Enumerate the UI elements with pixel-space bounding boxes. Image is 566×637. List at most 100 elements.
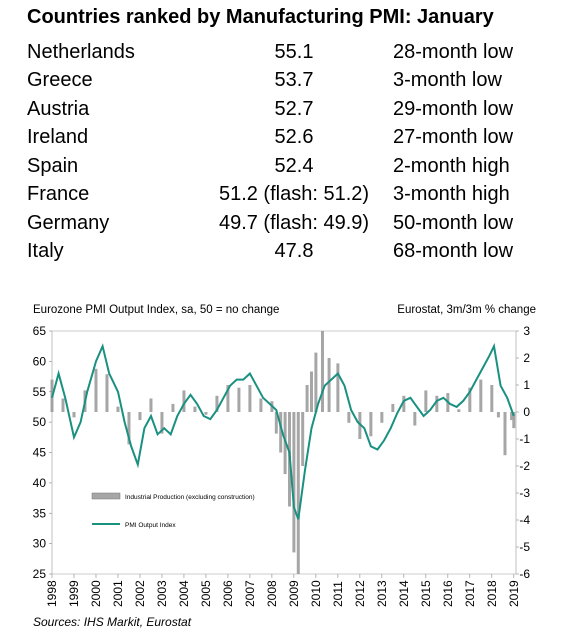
right-tick-label: 3 (523, 324, 530, 338)
x-axis-ticks: 1998 1999 2000 2001 2002 2003 2004 2005 2006 2007… (45, 574, 521, 607)
x-tick-label: 2004 (177, 580, 191, 607)
ip-bar (215, 395, 219, 412)
ip-bar (358, 412, 362, 439)
country-cell: Ireland (27, 126, 89, 149)
note-cell: 28-month low (393, 40, 514, 63)
left-axis-title: Eurozone PMI Output Index, sa, 50 = no c… (33, 304, 279, 316)
x-tick-label: 2007 (243, 580, 257, 607)
ip-bar (138, 412, 142, 421)
pmi-ranking-table: Netherlands 55.1 28-month low Greece 53.7 3-m… (27, 38, 513, 266)
ip-bar (347, 412, 351, 423)
ip-bar (296, 412, 300, 574)
x-tick-label: 2002 (133, 580, 147, 607)
country-cell: Netherlands (27, 40, 135, 63)
legend-label-line: PMI Output Index (125, 522, 176, 529)
x-tick-label: 2001 (111, 580, 125, 607)
pmi-value-cell: 52.7 (274, 97, 314, 120)
pmi-output-line (51, 342, 515, 520)
ip-bar (309, 371, 313, 412)
note-cell: 3-month high (393, 183, 510, 206)
ip-bar (413, 412, 417, 426)
country-cell: Germany (27, 211, 110, 234)
ip-bar (457, 409, 461, 412)
table-row: Greece 53.7 3-month low (27, 67, 513, 96)
ip-bar (160, 412, 164, 434)
left-tick-label: 35 (33, 506, 47, 520)
ip-bar (391, 403, 395, 412)
source-note: Sources: IHS Markit, Eurostat (33, 615, 192, 629)
left-tick-label: 50 (33, 415, 47, 429)
country-cell: Spain (27, 154, 79, 177)
ip-bar (171, 403, 175, 412)
left-tick-label: 45 (33, 446, 47, 460)
right-tick-label: -1 (519, 432, 530, 446)
table-row: Netherlands 55.1 28-month low (27, 38, 513, 67)
ip-bar (314, 352, 318, 412)
x-tick-label: 2015 (419, 580, 433, 607)
ip-bar (402, 395, 406, 412)
right-tick-label: 0 (523, 405, 530, 419)
ip-bar (369, 412, 373, 437)
table-title: Countries ranked by Manufacturing PMI: J… (27, 6, 494, 28)
right-axis-ticks: -6 -5 -4 -3 -2 -1 0 1 2 3 (516, 324, 530, 581)
country-cell: Austria (27, 97, 90, 120)
x-tick-label: 2011 (331, 581, 345, 607)
ip-bar (496, 412, 500, 418)
pmi-value-cell: 53.7 (274, 69, 314, 92)
x-tick-label: 2014 (397, 580, 411, 607)
note-cell: 3-month low (393, 69, 502, 92)
ip-bar (127, 412, 131, 445)
x-tick-label: 1998 (45, 580, 59, 607)
left-tick-label: 25 (33, 567, 47, 581)
legend-label-bars: Industrial Production (excluding constru… (125, 494, 255, 501)
ip-bar (512, 412, 516, 429)
note-cell: 50-month low (393, 211, 514, 234)
x-tick-label: 2012 (353, 580, 367, 607)
ip-bar (193, 406, 197, 412)
x-tick-label: 2016 (441, 580, 455, 607)
x-tick-label: 2003 (155, 580, 169, 607)
table-row: Germany 49.7 (flash: 49.9) 50-month low (27, 209, 513, 238)
ip-bar (149, 398, 153, 412)
left-tick-label: 40 (33, 476, 47, 490)
pmi-value-cell: 47.8 (274, 240, 314, 263)
country-cell: Greece (27, 69, 93, 92)
note-cell: 2-month high (393, 154, 510, 177)
x-tick-label: 2010 (309, 580, 323, 607)
ip-bar (503, 412, 507, 456)
ip-bar (94, 368, 98, 412)
ip-bar (248, 385, 252, 412)
pmi-value-cell: 52.6 (274, 126, 314, 149)
right-tick-label: -2 (519, 459, 530, 473)
left-tick-label: 65 (33, 324, 47, 338)
ip-bar (479, 379, 483, 412)
ip-bar (380, 412, 384, 423)
right-axis-title: Eurostat, 3m/3m % change (397, 304, 536, 316)
ip-bar (468, 387, 472, 412)
ip-bar (226, 385, 230, 412)
pmi-value-cell: 55.1 (274, 40, 314, 63)
right-tick-label: -3 (519, 486, 530, 500)
ip-bar (279, 412, 283, 453)
x-tick-label: 1999 (67, 580, 81, 607)
ip-bar (292, 412, 296, 553)
left-tick-label: 30 (33, 537, 47, 551)
x-tick-label: 2013 (375, 580, 389, 607)
ip-bar (305, 385, 309, 412)
x-tick-label: 2006 (221, 580, 235, 607)
note-cell: 68-month low (393, 240, 514, 263)
table-row: Austria 52.7 29-month low (27, 95, 513, 124)
legend-swatch-bars (91, 492, 121, 500)
ip-bar (182, 390, 186, 412)
table-row: Spain 52.4 2-month high (27, 152, 513, 181)
ip-bar (510, 412, 514, 421)
ip-bar (327, 358, 331, 412)
right-tick-label: -4 (519, 513, 530, 527)
ip-bar (435, 395, 439, 412)
country-cell: France (27, 183, 90, 206)
x-tick-label: 2008 (265, 580, 279, 607)
ip-bar (237, 387, 241, 412)
table-row: Ireland 52.6 27-month low (27, 124, 513, 153)
ip-bar (259, 398, 263, 412)
